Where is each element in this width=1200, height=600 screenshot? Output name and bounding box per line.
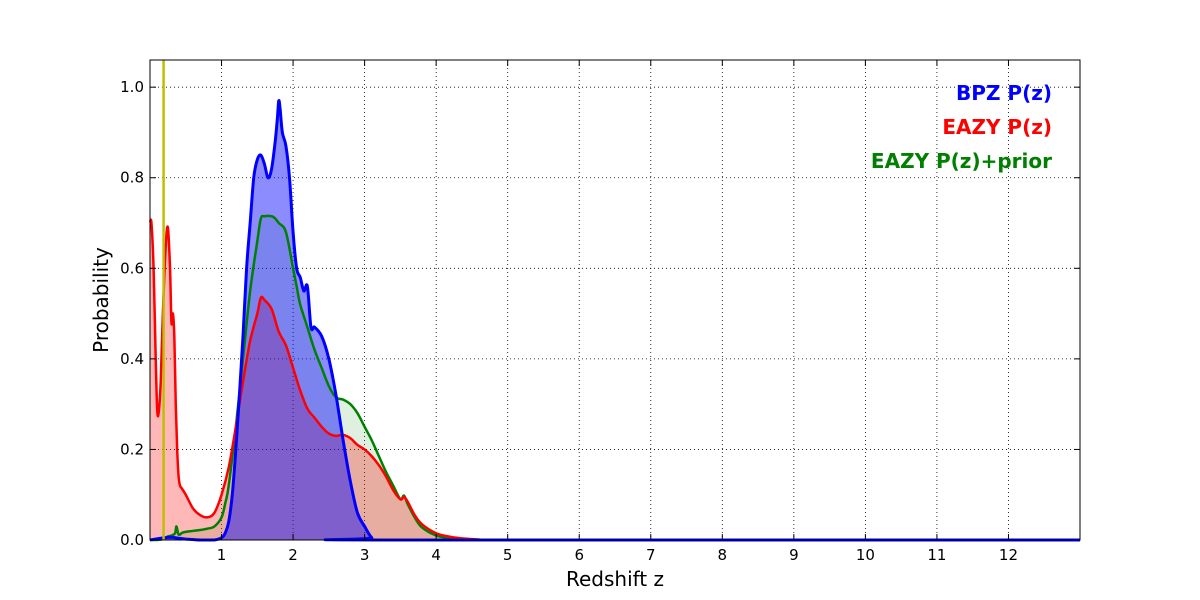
- axis-ticks: 1 2 3 4 5 6 7 8 9 10 11 120.00.20.40.60.81.0: [120, 60, 1080, 564]
- x-tick-label: 2: [288, 546, 298, 564]
- x-tick-label: 6: [574, 546, 584, 564]
- legend-entry-bpz-p-z: BPZ P(z): [956, 81, 1052, 105]
- x-tick-label: 4: [431, 546, 441, 564]
- x-tick-label: 12: [999, 546, 1018, 564]
- x-tick-label: 9: [789, 546, 799, 564]
- series-area-eazy-p-z: [150, 219, 1080, 541]
- x-tick-label: 7: [646, 546, 656, 564]
- legend-entry-eazy-p-z: EAZY P(z): [942, 115, 1052, 139]
- y-tick-label: 1.0: [120, 78, 144, 96]
- legend: BPZ P(z) EAZY P(z) EAZY P(z)+prior: [871, 81, 1052, 173]
- x-tick-label: 10: [856, 546, 875, 564]
- x-tick-label: 1: [217, 546, 227, 564]
- plot-frame: [149, 59, 1081, 541]
- y-tick-label: 0.4: [120, 350, 144, 368]
- grid: [150, 60, 1080, 541]
- series-fills: [150, 100, 1080, 541]
- series-area-bpz-p-z: [150, 100, 1080, 540]
- series-line-eazy-p-z: [148, 218, 1080, 542]
- y-tick-label: 0.8: [120, 169, 144, 187]
- x-tick-label: 11: [927, 546, 946, 564]
- y-tick-label: 0.6: [120, 259, 144, 277]
- series-area-eazy-p-z-prior: [150, 215, 1080, 540]
- x-tick-label: 8: [718, 546, 728, 564]
- y-axis-label: Probability: [89, 247, 113, 353]
- y-tick-label: 0.2: [120, 440, 144, 458]
- x-tick-label: 5: [503, 546, 513, 564]
- y-tick-label: 0.0: [120, 531, 144, 549]
- legend-entry-eazy-p-z-prior: EAZY P(z)+prior: [871, 149, 1052, 173]
- x-tick-label: 3: [360, 546, 370, 564]
- x-axis-label: Redshift z: [566, 567, 664, 591]
